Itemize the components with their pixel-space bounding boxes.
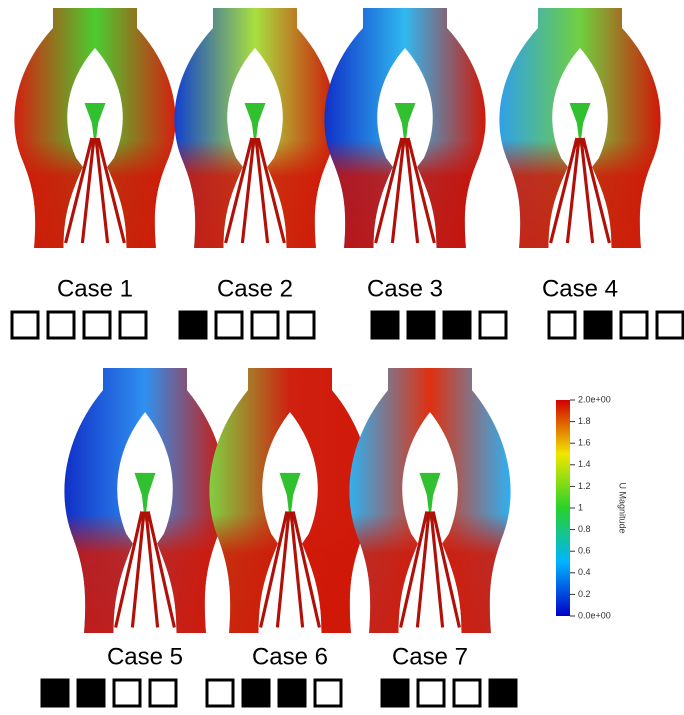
valve-indicator [178,310,208,340]
colorbar-label: 0.4 [578,567,591,577]
valve-indicator [277,678,307,708]
case-label: Case 4 [542,275,618,302]
flow-image [209,368,371,633]
valve-indicator [214,310,244,340]
case-label: Case 7 [392,643,468,670]
valve-indicator [10,310,40,340]
colorbar-label: 0.2 [578,589,591,599]
flow-image [499,8,661,248]
colorbar-label: 0.8 [578,524,591,534]
inner-branch [394,103,416,148]
valve-indicator [205,678,235,708]
inner-legs [259,511,321,628]
valve-indicator [118,310,148,340]
valve-indicator [250,310,280,340]
valve-indicator [406,310,436,340]
flow-image [324,8,486,248]
colorbar-label: 1.6 [578,438,591,448]
inner-legs [64,137,126,244]
valve-indicator [380,678,410,708]
inner-legs [224,137,286,244]
valve-indicator [313,678,343,708]
flow-image [174,8,336,248]
colorbar-title: U Magnitude [618,482,628,533]
inner-branch [419,472,441,523]
colorbar-label: 1.8 [578,416,591,426]
valve-indicator [452,678,482,708]
inner-legs [374,137,436,244]
colorbar-label: 1.2 [578,481,591,491]
valve-indicator [286,310,316,340]
valve-indicator [148,678,178,708]
valve-indicator [241,678,271,708]
valve-indicator [370,310,400,340]
valve-indicator [76,678,106,708]
inner-branch [279,472,301,523]
valve-indicator [488,678,518,708]
valve-indicator [46,310,76,340]
case-label: Case 6 [252,643,328,670]
case-label: Case 3 [367,275,443,302]
colorbar [556,400,570,616]
valve-indicator [416,678,446,708]
valve-indicator [112,678,142,708]
inner-branch [134,472,156,523]
colorbar-label: 1.4 [578,459,591,469]
colorbar-label: 1 [578,502,583,512]
case-label: Case 1 [57,275,133,302]
flow-image [349,368,511,633]
case-label: Case 2 [217,275,293,302]
valve-indicator [478,310,508,340]
flow-image [64,368,226,633]
inner-branch [84,103,106,148]
valve-indicator [547,310,577,340]
case-label: Case 5 [107,643,183,670]
inner-branch [244,103,266,148]
valve-indicator [655,310,684,340]
valve-indicator [82,310,112,340]
valve-indicator [619,310,649,340]
inner-legs [399,511,461,628]
valve-indicator [40,678,70,708]
valve-indicator [583,310,613,340]
flow-image [14,8,176,248]
colorbar-label: 0.6 [578,546,591,556]
inner-legs [549,137,611,244]
valve-indicator [442,310,472,340]
inner-legs [114,511,176,628]
colorbar-label: 2.0e+00 [578,394,611,404]
inner-branch [569,103,591,148]
colorbar-label: 0.0e+00 [578,610,611,620]
